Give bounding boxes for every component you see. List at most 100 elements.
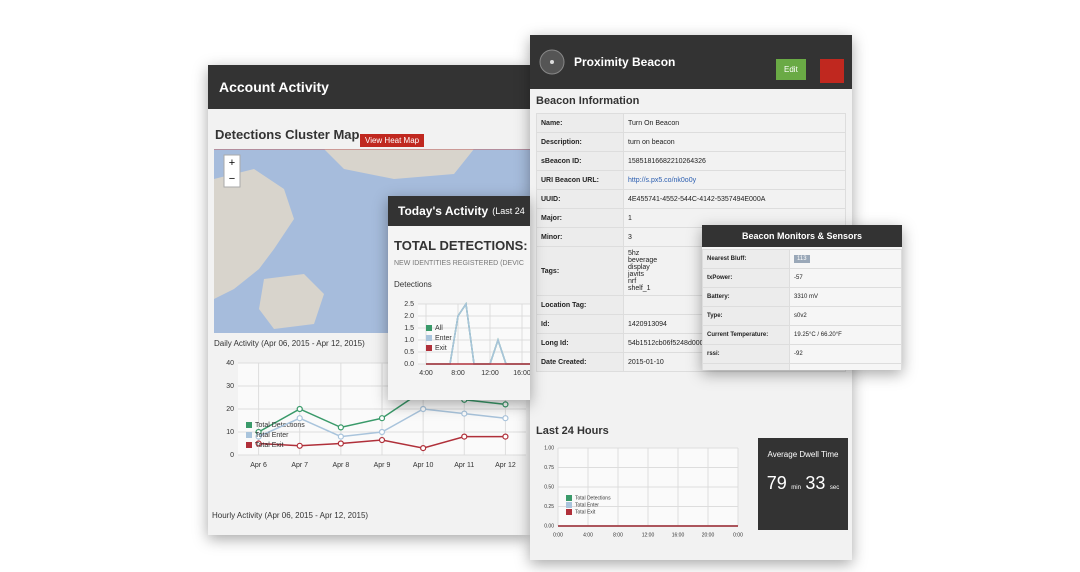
monitors-panel: Beacon Monitors & Sensors Nearest Bluff:…	[702, 225, 902, 370]
x-tick-label: 8:00	[451, 370, 465, 377]
section-title: Beacon Information	[536, 95, 640, 107]
table-row: sBeacon ID: 15851816682210264326	[536, 151, 846, 171]
row-value: 4E455741-4552-544C-4142-5357494E000A	[623, 189, 846, 209]
sensor-value: 38	[789, 363, 902, 370]
row-label: Tags:	[536, 246, 624, 296]
zoom-out[interactable]: −	[229, 173, 235, 185]
row-label: Id:	[536, 314, 624, 334]
y-tick-label: 0.50	[544, 484, 554, 490]
today-header: Today's Activity (Last 24	[388, 196, 530, 226]
today-chart: 0.0 0.5 1.0 1.5 2.0 2.5 4:00 8:00 12:00 16:00 All E…	[404, 301, 530, 377]
sensor-label: Type:	[702, 306, 790, 326]
sensor-label: Nearest Bluff:	[702, 249, 790, 269]
point	[378, 428, 386, 436]
sensor-row: Type: s0v2	[702, 306, 902, 326]
x-tick-label: Apr 7	[291, 462, 308, 469]
x-tick-label: Apr 11	[454, 462, 474, 469]
sensor-value: -57	[789, 268, 902, 288]
legend-label: All	[435, 325, 443, 332]
y-tick-label: 0.25	[544, 504, 554, 510]
beacon-icon	[539, 49, 565, 75]
beacon-title: Proximity Beacon	[574, 55, 676, 69]
y-tick-label: 0	[230, 452, 234, 459]
x-tick-label: 16:00	[513, 370, 530, 377]
x-tick-label: 16:00	[672, 532, 685, 538]
table-row: Major: 1	[536, 208, 846, 228]
legend-label: Enter	[435, 335, 452, 342]
dwell-box: Average Dwell Time 79 min 33 sec	[758, 438, 848, 530]
zoom-in[interactable]: +	[229, 157, 235, 169]
x-tick-label: 0:00	[553, 532, 563, 538]
land	[214, 169, 294, 299]
sensor-row: rssi: -92	[702, 344, 902, 364]
y-tick-label: 10	[226, 429, 234, 436]
row-value-text: turn on beacon	[628, 138, 675, 146]
total-detections: TOTAL DETECTIONS: 3	[394, 238, 530, 253]
sensor-label: rssi Channel:	[702, 363, 790, 370]
x-tick-label: 4:00	[583, 532, 593, 538]
legend-label: Total Enter	[575, 502, 599, 508]
x-tick-label: Apr 6	[250, 462, 267, 469]
y-tick-label: 1.5	[404, 325, 414, 332]
legend-label: Total Detections	[255, 422, 305, 429]
delete-button[interactable]	[820, 59, 844, 83]
monitors-table: Nearest Bluff: 113 txPower: -57 Battery: 3310…	[702, 249, 902, 370]
min-unit: min	[791, 485, 801, 491]
monitors-title: Beacon Monitors & Sensors	[741, 231, 863, 241]
sensor-value-text: 113	[794, 255, 810, 263]
tag: beverage	[628, 257, 658, 264]
minutes: 79	[766, 473, 787, 493]
legend-swatch	[246, 442, 252, 448]
row-label: Long Id:	[536, 333, 624, 353]
y-tick-label: 1.0	[404, 337, 414, 344]
point	[337, 440, 344, 447]
legend-label: Total Exit	[255, 442, 283, 449]
y-tick-label: 0.00	[544, 523, 554, 529]
heat-map-button[interactable]: View Heat Map	[360, 134, 425, 147]
row-value-text: Turn On Beacon	[628, 119, 680, 127]
y-tick-label: 0.0	[404, 361, 414, 368]
sensor-row: Battery: 3310 mV	[702, 287, 902, 307]
legend-swatch	[426, 335, 432, 341]
sensor-value: 19.25°C / 66.20°F	[789, 325, 902, 345]
tag: nrf	[628, 278, 637, 285]
x-tick-label: 12:00	[642, 532, 655, 538]
tag: display	[628, 264, 650, 271]
edit-button[interactable]: Edit	[776, 59, 806, 80]
today-panel: Today's Activity (Last 24 TOTAL DETECTIO…	[388, 196, 530, 400]
legend-swatch	[566, 495, 572, 501]
row-value-text: 54b1512cb06f5248d00005c	[628, 339, 715, 347]
row-label: sBeacon ID:	[536, 151, 624, 171]
legend-swatch	[426, 345, 432, 351]
x-tick-label: Apr 9	[374, 462, 391, 469]
land	[259, 274, 324, 329]
x-tick-label: Apr 10	[413, 462, 434, 469]
sensor-value-text: s0v2	[794, 313, 807, 319]
row-value: turn on beacon	[623, 132, 846, 152]
y-tick-label: 0.5	[404, 349, 414, 356]
row-value: http://s.px5.co/nk0o0y	[623, 170, 846, 190]
y-tick-label: 1.00	[544, 445, 554, 451]
row-label: Date Created:	[536, 352, 624, 372]
sensor-row: Current Temperature: 19.25°C / 66.20°F	[702, 325, 902, 345]
row-value: Turn On Beacon	[623, 113, 846, 133]
daily-title: Daily Activity (Apr 06, 2015 - Apr 12, 2…	[214, 339, 365, 348]
x-tick-label: 8:00	[613, 532, 623, 538]
land	[324, 149, 474, 179]
legend-label: Total Exit	[575, 509, 596, 515]
row-value-text: 1	[628, 214, 632, 222]
x-tick-label: Apr 12	[495, 462, 516, 469]
x-tick-label: 0:00	[733, 532, 743, 538]
y-tick-label: 2.0	[404, 313, 414, 320]
monitors-header: Beacon Monitors & Sensors	[702, 225, 902, 247]
row-label: Minor:	[536, 227, 624, 247]
table-row: Description: turn on beacon	[536, 132, 846, 152]
table-row: Name: Turn On Beacon	[536, 113, 846, 133]
new-identities: NEW IDENTITIES REGISTERED (DEVIC	[394, 260, 524, 267]
x-tick-label: 12:00	[481, 370, 499, 377]
legend-swatch	[566, 502, 572, 508]
legend-swatch	[246, 422, 252, 428]
y-tick-label: 30	[226, 383, 234, 390]
point	[502, 415, 509, 422]
legend-label: Total Enter	[255, 432, 289, 439]
